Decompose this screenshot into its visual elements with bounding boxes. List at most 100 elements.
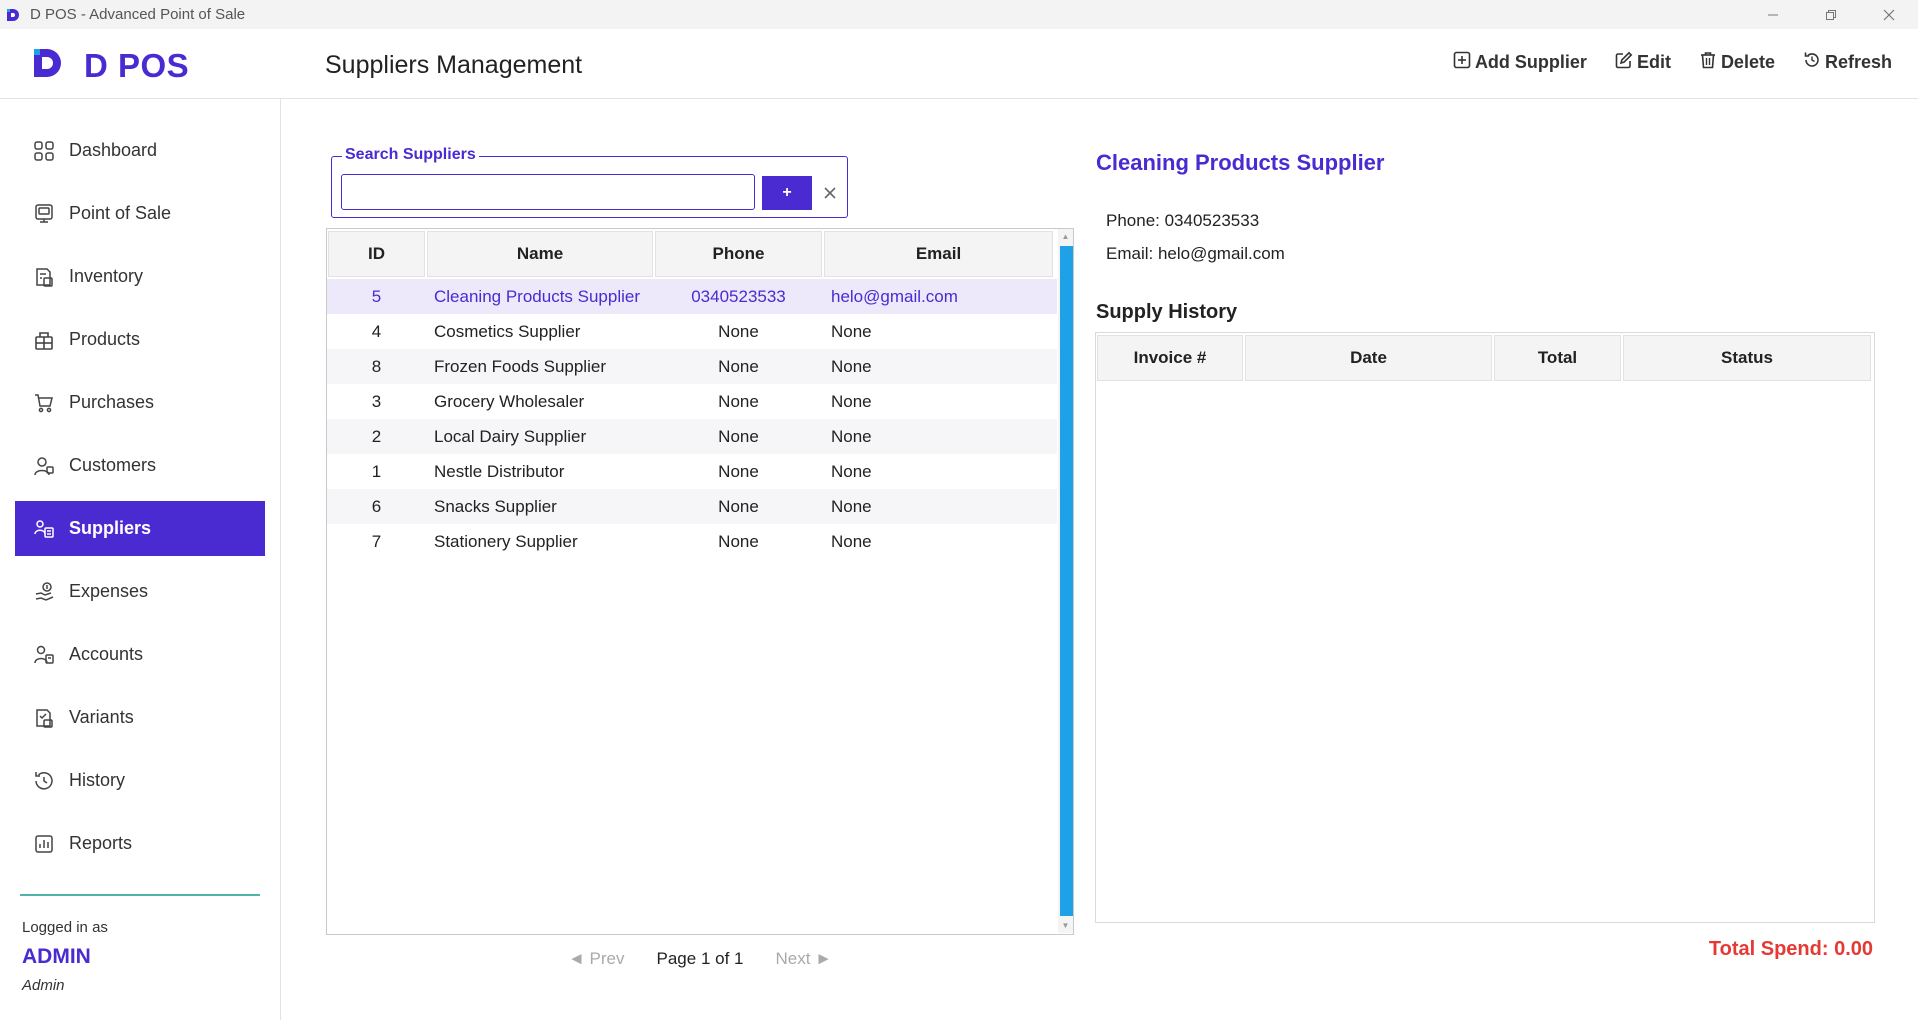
products-icon — [32, 328, 56, 352]
sidebar-item-point-of-sale[interactable]: Point of Sale — [15, 186, 265, 241]
cell-id: 6 — [371, 496, 382, 516]
column-header-date[interactable]: Date — [1245, 335, 1492, 381]
sidebar-item-reports[interactable]: Reports — [15, 816, 265, 871]
expenses-icon — [32, 580, 56, 604]
app-logo-icon — [4, 6, 22, 24]
restore-icon[interactable] — [1802, 0, 1860, 29]
cell-name: Cosmetics Supplier — [434, 321, 581, 341]
column-header-status[interactable]: Status — [1623, 335, 1871, 381]
suppliers-icon — [32, 517, 56, 541]
sidebar-item-dashboard[interactable]: Dashboard — [15, 123, 265, 178]
search-add-button[interactable]: + — [762, 176, 812, 210]
refresh-label: Refresh — [1824, 52, 1892, 72]
table-row[interactable]: 7 Stationery Supplier None None — [327, 524, 1057, 559]
table-row[interactable]: 2 Local Dairy Supplier None None — [327, 419, 1057, 454]
cell-phone: None — [718, 321, 759, 341]
logged-in-label: Logged in as — [22, 919, 108, 936]
reports-icon — [32, 832, 56, 856]
scroll-up-icon[interactable]: ▲ — [1061, 232, 1070, 241]
cell-name: Frozen Foods Supplier — [434, 356, 606, 376]
sidebar-item-label: Purchases — [69, 392, 155, 412]
scroll-down-icon[interactable]: ▼ — [1061, 921, 1070, 930]
sidebar-item-accounts[interactable]: Accounts — [15, 627, 265, 682]
sidebar-item-purchases[interactable]: Purchases — [15, 375, 265, 430]
cell-email: None — [831, 391, 872, 411]
minimize-icon[interactable] — [1744, 0, 1802, 29]
cell-phone: None — [718, 496, 759, 516]
cell-phone: None — [718, 391, 759, 411]
sidebar-item-label: History — [69, 770, 126, 790]
column-header-id[interactable]: ID — [328, 231, 425, 277]
sidebar-item-expenses[interactable]: Expenses — [15, 564, 265, 619]
cell-phone: None — [718, 461, 759, 481]
sidebar-item-label: Customers — [69, 455, 157, 475]
sidebar-item-variants[interactable]: Variants — [15, 690, 265, 745]
search-input[interactable] — [341, 174, 755, 210]
table-row[interactable]: 5 Cleaning Products Supplier 0340523533 … — [327, 279, 1057, 314]
sidebar-item-label: Dashboard — [69, 140, 158, 160]
sidebar-item-history[interactable]: History — [15, 753, 265, 808]
table-row[interactable]: 6 Snacks Supplier None None — [327, 489, 1057, 524]
cell-email: None — [831, 426, 872, 446]
page-info: Page 1 of 1 — [656, 949, 744, 968]
sidebar-item-inventory[interactable]: Inventory — [15, 249, 265, 304]
delete-button[interactable]: Delete — [1699, 51, 1775, 74]
brand-name: D POS — [84, 46, 190, 84]
cell-email: None — [831, 461, 872, 481]
table-scrollbar[interactable]: ▲ ▼ — [1058, 229, 1073, 933]
cell-email: None — [831, 356, 872, 376]
cell-id: 3 — [371, 391, 382, 411]
accounts-icon — [32, 643, 56, 667]
add-supplier-label: Add Supplier — [1474, 52, 1587, 72]
pos-terminal-icon — [32, 202, 56, 226]
grid-icon — [32, 139, 56, 163]
history-table-header: Invoice # Date Total Status — [1096, 333, 1872, 383]
refresh-button[interactable]: Refresh — [1803, 51, 1892, 74]
search-legend: Search Suppliers — [342, 146, 479, 164]
pagination: ◄ Prev Page 1 of 1 Next ► — [326, 947, 1074, 971]
supplier-detail-name: Cleaning Products Supplier — [1096, 150, 1385, 175]
cell-name: Local Dairy Supplier — [434, 426, 587, 446]
window-titlebar: D POS - Advanced Point of Sale — [0, 0, 1918, 29]
cell-email: None — [831, 496, 872, 516]
next-page-button[interactable]: Next ► — [775, 949, 832, 968]
history-icon — [32, 769, 56, 793]
cell-id: 2 — [371, 426, 382, 446]
column-header-name[interactable]: Name — [427, 231, 653, 277]
cell-id: 1 — [371, 461, 382, 481]
edit-button[interactable]: Edit — [1615, 51, 1671, 74]
cart-icon — [32, 391, 56, 415]
column-header-invoice[interactable]: Invoice # — [1097, 335, 1243, 381]
cell-name: Stationery Supplier — [434, 531, 578, 551]
column-header-email[interactable]: Email — [824, 231, 1053, 277]
table-row[interactable]: 8 Frozen Foods Supplier None None — [327, 349, 1057, 384]
supply-history-title: Supply History — [1096, 301, 1238, 323]
cell-email: helo@gmail.com — [831, 286, 958, 306]
cell-phone: None — [718, 531, 759, 551]
sidebar-item-products[interactable]: Products — [15, 312, 265, 367]
cell-name: Cleaning Products Supplier — [434, 286, 641, 306]
d-pos-logo-icon — [30, 45, 66, 86]
sidebar-item-suppliers[interactable]: Suppliers — [15, 501, 265, 556]
close-icon[interactable] — [1860, 0, 1918, 29]
trash-icon — [1699, 51, 1721, 74]
cell-id: 5 — [371, 286, 382, 306]
add-square-icon — [1453, 51, 1475, 74]
delete-label: Delete — [1720, 52, 1775, 72]
clear-search-icon[interactable] — [818, 176, 842, 210]
add-supplier-button[interactable]: Add Supplier — [1453, 51, 1587, 74]
table-row[interactable]: 1 Nestle Distributor None None — [327, 454, 1057, 489]
cell-email: None — [831, 321, 872, 341]
sidebar-item-label: Variants — [69, 707, 134, 727]
cell-email: None — [831, 531, 872, 551]
sidebar-item-customers[interactable]: Customers — [15, 438, 265, 493]
cell-phone: None — [718, 426, 759, 446]
table-row[interactable]: 3 Grocery Wholesaler None None — [327, 384, 1057, 419]
column-header-phone[interactable]: Phone — [655, 231, 822, 277]
edit-icon — [1615, 51, 1637, 74]
scroll-thumb[interactable] — [1060, 246, 1073, 916]
table-row[interactable]: 4 Cosmetics Supplier None None — [327, 314, 1057, 349]
cell-id: 4 — [371, 321, 382, 341]
column-header-total[interactable]: Total — [1494, 335, 1621, 381]
prev-page-button[interactable]: ◄ Prev — [568, 949, 625, 968]
